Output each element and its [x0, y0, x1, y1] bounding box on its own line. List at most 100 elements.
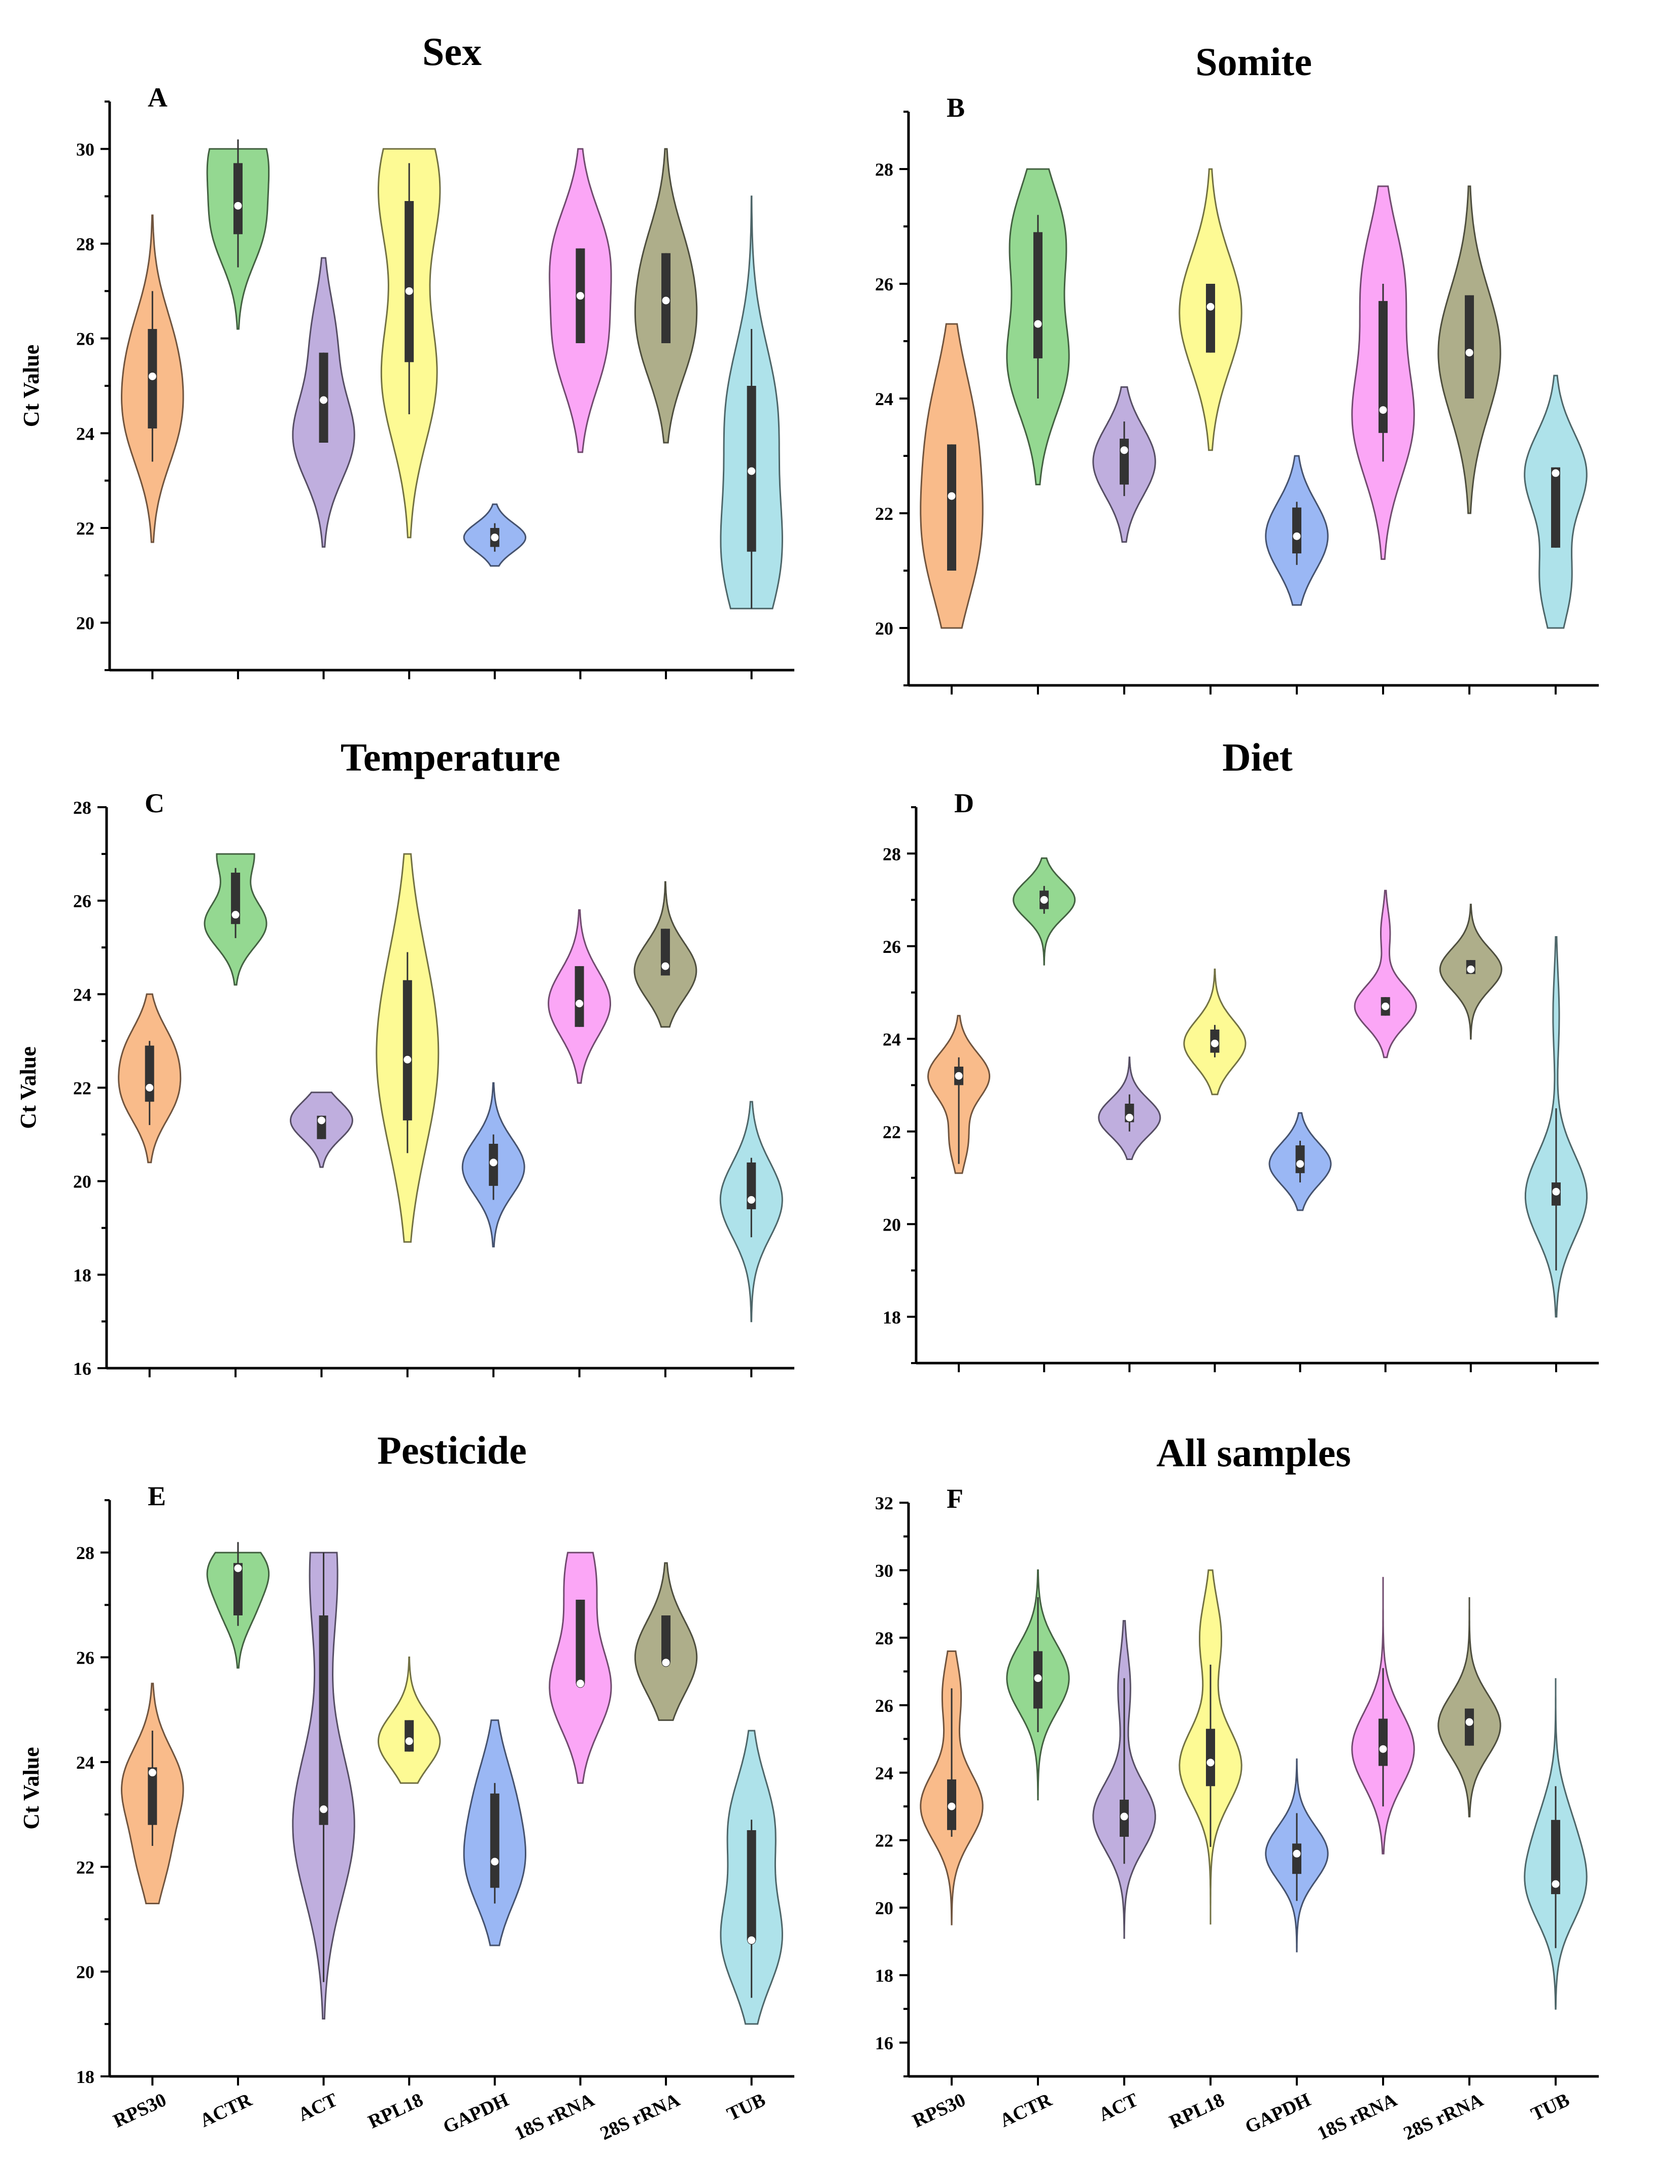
median-dot [489, 1158, 498, 1167]
panel-letter: E [148, 1481, 166, 1511]
y-tick-label: 20 [76, 1962, 94, 1982]
median-dot [1033, 319, 1043, 328]
median-dot [1210, 1039, 1219, 1048]
x-category-label: 28S rRNA [597, 2089, 683, 2144]
median-dot [576, 1679, 585, 1688]
median-dot [747, 467, 756, 476]
median-dot [1465, 1717, 1474, 1727]
median-dot [1552, 1187, 1561, 1196]
y-tick-label: 20 [875, 1898, 893, 1918]
y-tick-label: 28 [875, 159, 893, 180]
median-dot [145, 1083, 154, 1092]
x-category-label: GAPDH [440, 2089, 512, 2138]
median-dot [1551, 469, 1560, 478]
y-tick-label: 26 [875, 274, 893, 294]
iqr-box [405, 1720, 414, 1752]
y-tick-label: 26 [875, 1696, 893, 1716]
y-axis-title: Ct Value [19, 345, 44, 427]
x-category-label: RPS30 [910, 2089, 969, 2132]
y-axis-title: Ct Value [19, 1747, 44, 1830]
panel-f: All samples F 16 18 20 22 24 26 28 30 32 RPS30 ACTR A… [875, 1431, 1599, 2144]
panel-letter: A [148, 82, 167, 113]
x-category-label: TUB [724, 2089, 769, 2125]
panel-letter: C [145, 788, 164, 818]
y-tick-label: 24 [875, 1763, 893, 1783]
panel-title: All samples [1156, 1431, 1351, 1475]
panel-title: Temperature [341, 735, 560, 779]
median-dot [1039, 896, 1049, 904]
iqr-box [148, 1767, 157, 1825]
panel-c: Temperature C 16 18 20 22 24 26 28 Ct Value [16, 735, 794, 1379]
median-dot [747, 1196, 756, 1204]
iqr-box [947, 444, 956, 571]
y-tick-label: 22 [73, 1078, 91, 1099]
x-category-label: 18S rRNA [511, 2089, 597, 2144]
y-tick-label: 28 [76, 1543, 94, 1563]
y-tick-label: 28 [883, 844, 901, 864]
y-tick-label: 24 [883, 1029, 901, 1049]
panel-b: Somite B 20 22 24 26 28 [875, 40, 1599, 694]
iqr-box [1465, 1708, 1474, 1746]
median-dot [1379, 1744, 1388, 1753]
iqr-box [233, 163, 243, 235]
x-category-label: ACTR [996, 2089, 1055, 2132]
median-dot [661, 296, 670, 305]
y-tick-label: 24 [875, 389, 893, 409]
x-category-label: RPS30 [110, 2089, 170, 2132]
median-dot [405, 286, 414, 295]
median-dot [403, 1055, 412, 1064]
y-tick-label: 22 [76, 518, 94, 539]
iqr-box [319, 1615, 328, 1825]
median-dot [1292, 532, 1301, 541]
iqr-box [490, 1793, 499, 1888]
y-tick-label: 22 [76, 1857, 94, 1877]
y-tick-label: 26 [73, 891, 91, 911]
y-tick-label: 22 [875, 1831, 893, 1851]
iqr-box [1292, 507, 1301, 554]
y-tick-label: 20 [73, 1172, 91, 1192]
x-category-label: 28S rRNA [1400, 2089, 1487, 2144]
y-tick-label: 30 [875, 1561, 893, 1581]
iqr-box [1206, 284, 1215, 353]
violin-rpl18 [378, 1657, 441, 1784]
median-dot [1381, 1002, 1390, 1011]
panel-title: Diet [1222, 735, 1293, 779]
median-dot [148, 372, 157, 381]
x-category-label: ACT [1095, 2089, 1141, 2126]
panel-letter: D [954, 788, 974, 818]
panel-a: Sex A 20 22 24 26 28 30 Ct Value [19, 29, 794, 679]
y-tick-label: 16 [73, 1359, 91, 1379]
panel-letter: B [947, 92, 965, 123]
iqr-box [1295, 1145, 1305, 1173]
iqr-box [1292, 1843, 1301, 1874]
y-tick-label: 30 [76, 139, 94, 159]
x-category-label: RPL18 [1166, 2089, 1228, 2133]
y-tick-label: 18 [883, 1307, 901, 1328]
y-tick-label: 20 [76, 613, 94, 634]
iqr-box [1379, 1718, 1388, 1766]
violin-28s-rrna [1437, 1597, 1501, 1817]
y-tick-label: 18 [73, 1265, 91, 1285]
iqr-box [1120, 439, 1129, 485]
x-category-label: 18S rRNA [1314, 2089, 1400, 2144]
median-dot [1033, 1674, 1043, 1683]
y-tick-label: 32 [875, 1493, 893, 1513]
median-dot [231, 910, 240, 919]
median-dot [148, 1768, 157, 1777]
median-dot [947, 1802, 956, 1811]
median-dot [575, 999, 584, 1008]
y-tick-label: 24 [73, 984, 91, 1005]
median-dot [661, 1658, 670, 1667]
iqr-box [1551, 467, 1560, 548]
median-dot [1465, 348, 1474, 357]
median-dot [490, 1857, 499, 1866]
x-category-label: GAPDH [1242, 2089, 1314, 2138]
median-dot [1551, 1879, 1560, 1889]
median-dot [576, 291, 585, 301]
iqr-box [747, 1830, 756, 1940]
y-tick-label: 26 [883, 937, 901, 957]
iqr-box [1379, 301, 1388, 433]
median-dot [661, 962, 670, 971]
iqr-box [402, 980, 412, 1120]
